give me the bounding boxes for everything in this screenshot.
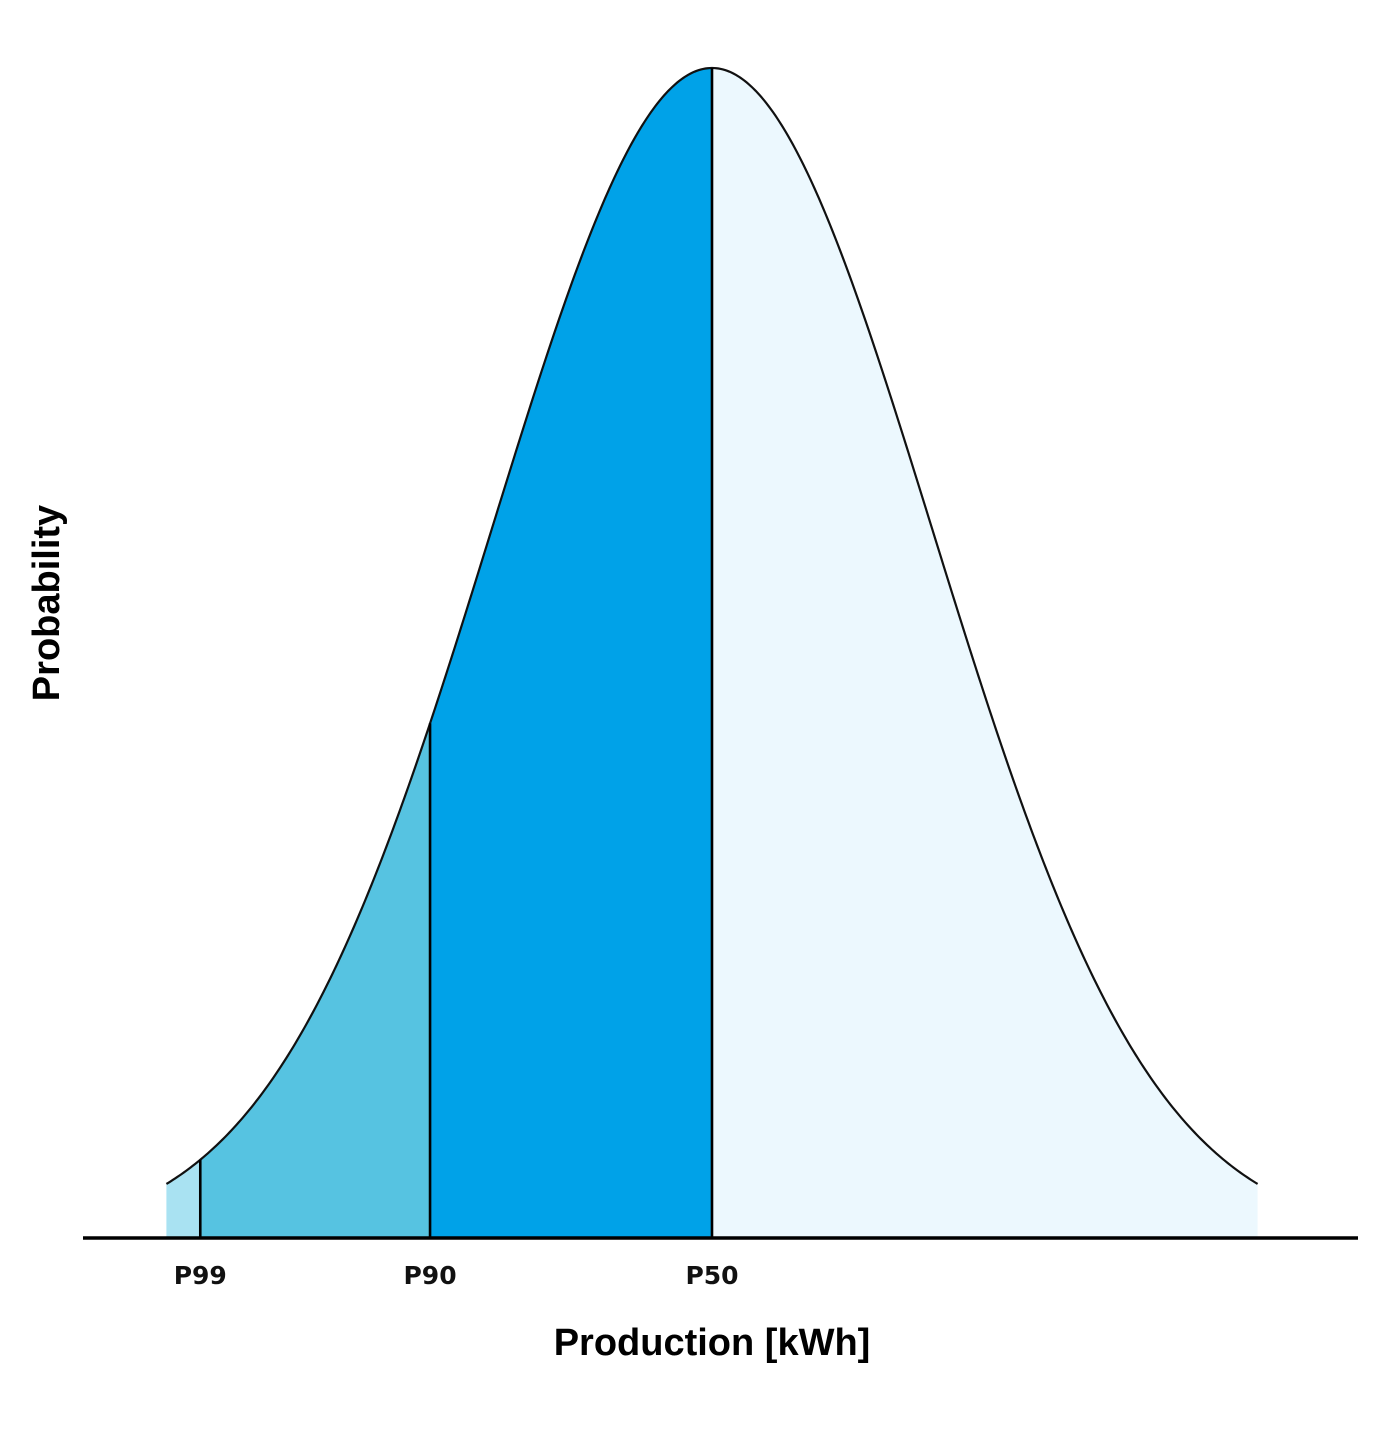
y-axis-title: Probability [26, 505, 68, 701]
marker-lines [198, 68, 714, 1238]
region-right-tail [712, 68, 1258, 1238]
tick-label-p50: P50 [685, 1261, 738, 1290]
region-p50 [430, 68, 712, 1238]
tick-labels: P99 P90 P50 [174, 1261, 739, 1290]
x-axis-title: Production [kWh] [554, 1322, 871, 1364]
tick-label-p90: P90 [403, 1261, 456, 1290]
tick-label-p99: P99 [174, 1261, 227, 1290]
shaded-regions [166, 68, 1258, 1238]
region-p90 [200, 723, 431, 1238]
